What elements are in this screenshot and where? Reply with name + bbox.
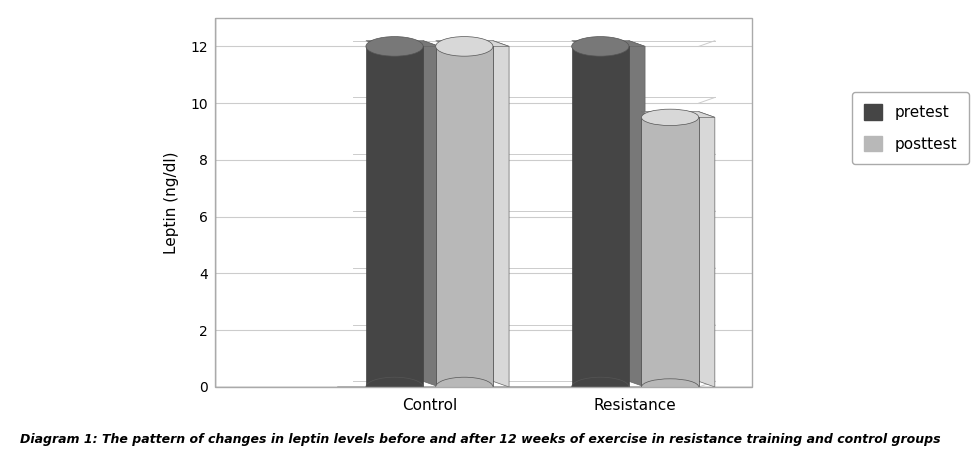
Ellipse shape [641,379,699,395]
Polygon shape [572,40,645,46]
Polygon shape [493,40,509,387]
Legend: pretest, posttest: pretest, posttest [852,92,969,164]
Y-axis label: Leptin (ng/dl): Leptin (ng/dl) [164,151,179,254]
Ellipse shape [366,36,424,56]
Polygon shape [629,40,645,387]
Bar [572,46,629,387]
Polygon shape [338,387,714,393]
Ellipse shape [572,377,629,397]
Polygon shape [366,40,439,46]
Ellipse shape [366,377,424,397]
Ellipse shape [435,36,493,56]
Bar [641,117,699,387]
Polygon shape [435,40,509,46]
Polygon shape [424,40,439,387]
Ellipse shape [641,109,699,126]
Text: Diagram 1: The pattern of changes in leptin levels before and after 12 weeks of : Diagram 1: The pattern of changes in lep… [20,432,940,446]
Ellipse shape [435,377,493,397]
Ellipse shape [572,36,629,56]
Polygon shape [699,112,714,387]
Bar [435,46,493,387]
Bar [366,46,424,387]
Polygon shape [641,112,714,117]
